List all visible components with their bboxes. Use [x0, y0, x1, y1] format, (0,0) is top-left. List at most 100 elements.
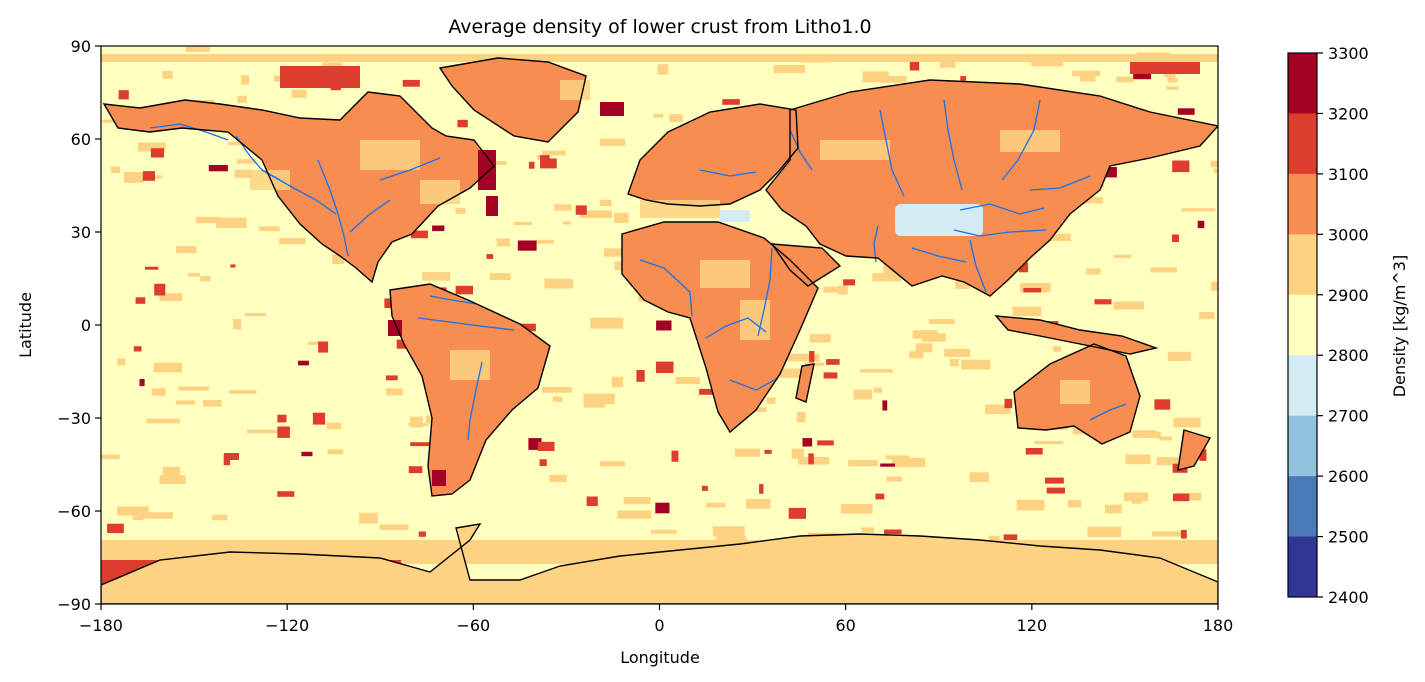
ocean-texture-patch	[379, 524, 409, 530]
ocean-texture-patch	[1167, 77, 1178, 83]
x-tick-label: 60	[835, 616, 855, 635]
hotspot-patch	[656, 320, 672, 331]
colorbar-bin	[1288, 415, 1317, 477]
south-america-coastline	[389, 283, 551, 497]
ocean-texture-patch	[422, 272, 451, 281]
ocean-texture-patch	[132, 515, 144, 520]
hotspot-patch	[788, 507, 806, 519]
y-tick-label: 30	[71, 223, 91, 242]
colorbar-bin	[1288, 234, 1317, 296]
ocean-texture-patch	[1067, 499, 1082, 508]
land-high-density-patch	[486, 196, 498, 216]
colorbar-bin	[1288, 173, 1317, 235]
hotspot-patch	[875, 493, 885, 500]
ocean-texture-patch	[117, 358, 126, 366]
hotspot-patch	[1025, 448, 1043, 455]
ocean-texture-patch	[236, 159, 257, 164]
ocean-texture-patch	[939, 60, 956, 68]
hotspot-patch	[655, 502, 670, 514]
ocean-texture-patch	[1072, 70, 1101, 77]
ocean-texture-patch	[102, 119, 121, 123]
ocean-texture-patch	[455, 207, 466, 214]
ocean-texture-patch	[1105, 504, 1122, 514]
ocean-texture-patch	[241, 75, 250, 85]
hotspot-patch	[1023, 288, 1042, 293]
y-tick-label: −90	[57, 595, 91, 614]
hotspot-patch	[1133, 71, 1151, 80]
hotspot-patch	[517, 240, 537, 251]
hotspot-patch	[528, 438, 542, 450]
continental-density-patches	[250, 80, 1090, 486]
river-yenisei	[943, 99, 963, 191]
arabia	[772, 244, 840, 286]
hotspot-patch	[884, 529, 902, 535]
ocean-texture-patch	[308, 341, 319, 345]
ocean-texture-patch	[426, 415, 437, 423]
north-america-coastline	[102, 91, 495, 284]
land-lower-density-patch	[820, 140, 890, 160]
hotspot-patch	[655, 361, 674, 373]
ocean-texture-patch	[1166, 86, 1179, 90]
x-tick-label: 120	[1017, 616, 1048, 635]
land-lower-density-patch	[700, 260, 750, 288]
hotspot-patch	[1018, 262, 1029, 273]
ocean-texture-patch	[1167, 351, 1192, 361]
river-mississippi	[317, 159, 349, 257]
hotspot-patch	[1177, 108, 1195, 115]
colorbar-tick-label: 3000	[1328, 225, 1369, 244]
ocean-texture-patch	[327, 449, 344, 455]
hotspot-patch	[277, 414, 287, 423]
y-tick-label: −60	[57, 502, 91, 521]
ocean-texture-patch	[159, 293, 183, 302]
arctic-hotspot	[280, 66, 360, 88]
ocean-texture-patch	[617, 510, 651, 519]
ocean-texture-patch	[1076, 197, 1103, 204]
land-lower-density-patch	[1060, 380, 1090, 404]
ocean-texture-patch	[117, 506, 149, 516]
ocean-texture-patch	[326, 422, 342, 430]
ocean-texture-patch	[1150, 267, 1177, 273]
land-lower-density-patch	[360, 140, 420, 170]
hotspot-patch	[519, 323, 536, 332]
ocean-texture-patch	[1211, 281, 1218, 291]
x-tick-label: −120	[265, 616, 309, 635]
hotspot-patch	[823, 372, 838, 379]
ocean-texture-patch	[562, 221, 571, 225]
ocean-texture-patch	[228, 390, 257, 394]
hotspot-patch	[277, 491, 295, 497]
ocean-texture-patch	[604, 248, 633, 257]
hotspot-patch	[636, 370, 645, 382]
colorbar-tick-label: 2900	[1328, 286, 1369, 305]
x-tick-label: −60	[456, 616, 490, 635]
ocean-texture-patch	[1086, 268, 1101, 275]
indonesia-coastline	[994, 315, 1159, 355]
ocean-texture-patch	[885, 455, 910, 460]
ocean-texture-patch	[675, 377, 701, 384]
river-ob	[879, 109, 905, 197]
hotspot-patch	[224, 453, 239, 460]
river-murray	[1089, 403, 1127, 421]
ocean-texture-patch	[535, 239, 555, 244]
hotspot-patch	[699, 388, 717, 395]
ocean-texture-patch	[1012, 306, 1042, 317]
ocean-texture-patch	[552, 396, 563, 402]
x-tick-label: 180	[1203, 616, 1234, 635]
ocean-texture-patch	[1080, 74, 1096, 82]
ocean-texture-patch	[766, 397, 776, 404]
land-lower-density-patch	[420, 180, 460, 204]
ocean-texture-patch	[496, 238, 510, 247]
colorbar-tick-label: 3300	[1328, 44, 1369, 63]
colorbar-tick-label: 2400	[1328, 588, 1369, 607]
ocean-texture-patch	[233, 319, 242, 330]
ocean-texture-patch	[716, 536, 747, 543]
ocean-texture-patch	[848, 460, 878, 467]
hotspot-patch	[540, 158, 557, 169]
hotspot-patch	[142, 171, 155, 181]
ocean-texture-patch	[200, 275, 211, 282]
map-title: Average density of lower crust from Lith…	[448, 16, 871, 38]
africa-coastline	[621, 221, 819, 434]
river-yukon	[149, 123, 229, 141]
mediterranean-low-density-patch	[720, 210, 750, 222]
ocean-texture-patch	[583, 393, 615, 405]
hotspot-patch	[671, 450, 679, 462]
